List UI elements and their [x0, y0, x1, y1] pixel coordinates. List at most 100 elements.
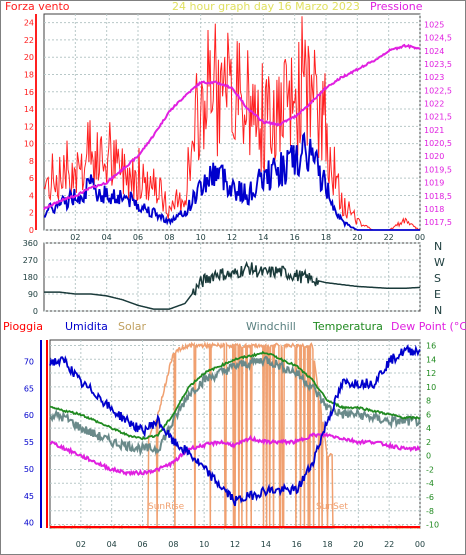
x-tick-label: 10	[196, 233, 206, 242]
temperature-line	[49, 350, 421, 441]
x-tick-label: 08	[164, 233, 174, 242]
windchill-line	[49, 355, 421, 457]
compass-label: W	[434, 256, 445, 269]
y-right-tick-label: 1022,5	[424, 86, 452, 95]
y-left-tick-label: 55	[24, 438, 34, 447]
y-left-tick-label: 65	[24, 384, 34, 393]
y-right-tick-label: 1023,5	[424, 60, 452, 69]
y-right-tick-label: 1024	[424, 47, 444, 56]
compass-label: N	[434, 240, 442, 253]
y-tick-label: 0	[33, 307, 38, 316]
y-left-tick-label: 40	[24, 519, 34, 528]
x-tick-label: 22	[384, 233, 394, 242]
x-tick-label: 20	[353, 540, 363, 549]
x-tick-label: 20	[352, 233, 362, 242]
x-tick-label: 18	[322, 540, 332, 549]
y-right-tick-label: 14	[426, 355, 436, 364]
y-left-tick-label: 10	[24, 140, 34, 149]
y-right-tick-label: 1023	[424, 73, 444, 82]
x-tick-label: 14	[261, 540, 271, 549]
pressure-line	[43, 43, 420, 210]
y-right-tick-label: 16	[426, 342, 436, 351]
y-right-tick-label: 10	[426, 383, 436, 392]
header-right-label: Pressione	[370, 0, 423, 13]
y-right-tick-label: -10	[426, 521, 439, 530]
y-right-tick-label: -8	[426, 507, 434, 516]
header-title: 24 hour graph day 16 Marzo 2023	[172, 0, 360, 13]
y-left-tick-label: 24	[24, 19, 34, 28]
y-right-tick-label: 8	[426, 397, 431, 406]
y-left-tick-label: 18	[24, 70, 34, 79]
x-tick-label: 02	[70, 233, 80, 242]
y-left-tick-label: 22	[24, 36, 34, 45]
x-tick-label: 16	[290, 233, 300, 242]
compass-label: S	[434, 272, 441, 285]
x-tick-label: 04	[107, 540, 117, 549]
y-right-tick-label: 1024,5	[424, 34, 452, 43]
x-tick-label: 12	[230, 540, 240, 549]
y-right-tick-label: 0	[426, 452, 431, 461]
legend-solar: Solar	[118, 320, 147, 333]
compass-label: N	[434, 304, 442, 317]
sunrise-label: SunRise	[148, 502, 185, 512]
x-tick-label: 14	[258, 233, 268, 242]
y-left-tick-label: 70	[24, 357, 34, 366]
y-right-tick-label: 1019	[424, 179, 444, 188]
y-left-tick-label: 12	[24, 122, 34, 131]
y-tick-label: 180	[23, 273, 38, 282]
y-left-tick-label: 4	[29, 191, 34, 200]
y-tick-label: 360	[23, 239, 38, 248]
y-right-tick-label: 1022	[424, 100, 444, 109]
legend-dewpoint: Dew Point (°C)	[391, 320, 466, 333]
wind-direction-line	[44, 260, 421, 310]
y-right-tick-label: 2	[426, 438, 431, 447]
y-right-tick-label: 1019,5	[424, 165, 452, 174]
y-right-tick-label: 1021,5	[424, 113, 452, 122]
y-left-tick-label: 20	[24, 53, 34, 62]
y-left-tick-label: 2	[29, 209, 34, 218]
compass-label: E	[434, 288, 441, 301]
y-right-tick-label: 1017,5	[424, 218, 452, 227]
x-tick-label: 10	[199, 540, 209, 549]
y-tick-label: 270	[23, 256, 38, 265]
x-tick-label: 22	[384, 540, 394, 549]
y-left-tick-label: 0	[29, 226, 34, 235]
wind-average-line	[44, 131, 420, 231]
y-right-tick-label: 1025	[424, 21, 444, 30]
y-left-tick-label: 8	[29, 157, 34, 166]
y-right-tick-label: -2	[426, 465, 434, 474]
x-tick-label: 06	[133, 233, 143, 242]
x-tick-label: 02	[76, 540, 86, 549]
x-tick-label: 08	[168, 540, 178, 549]
x-tick-label: 12	[227, 233, 237, 242]
x-tick-label: 16	[292, 540, 302, 549]
y-right-tick-label: 4	[426, 424, 431, 433]
sunset-label: SunSet	[316, 502, 348, 512]
y-right-tick-label: 1020,5	[424, 139, 452, 148]
legend-temperatura: Temperatura	[312, 320, 383, 333]
dewpoint-line	[49, 432, 421, 477]
y-right-tick-label: 6	[426, 410, 431, 419]
y-right-tick-label: 1018,5	[424, 192, 452, 201]
x-tick-label: 04	[102, 233, 112, 242]
x-tick-label: 06	[137, 540, 147, 549]
y-right-tick-label: -4	[426, 479, 434, 488]
humidity-line	[49, 343, 421, 507]
y-tick-label: 90	[28, 290, 38, 299]
x-tick-label: 18	[321, 233, 331, 242]
y-left-tick-label: 14	[24, 105, 34, 114]
legend-pioggia: Pioggia	[3, 320, 43, 333]
legend-umidita: Umidita	[65, 320, 108, 333]
header-left-label: Forza vento	[5, 0, 70, 13]
y-right-tick-label: 12	[426, 369, 436, 378]
y-right-tick-label: 1020	[424, 152, 444, 161]
y-left-tick-label: 60	[24, 411, 34, 420]
y-left-tick-label: 16	[24, 88, 34, 97]
y-left-tick-label: 50	[24, 465, 34, 474]
y-right-tick-label: 1018	[424, 205, 444, 214]
y-left-tick-label: 45	[24, 492, 34, 501]
